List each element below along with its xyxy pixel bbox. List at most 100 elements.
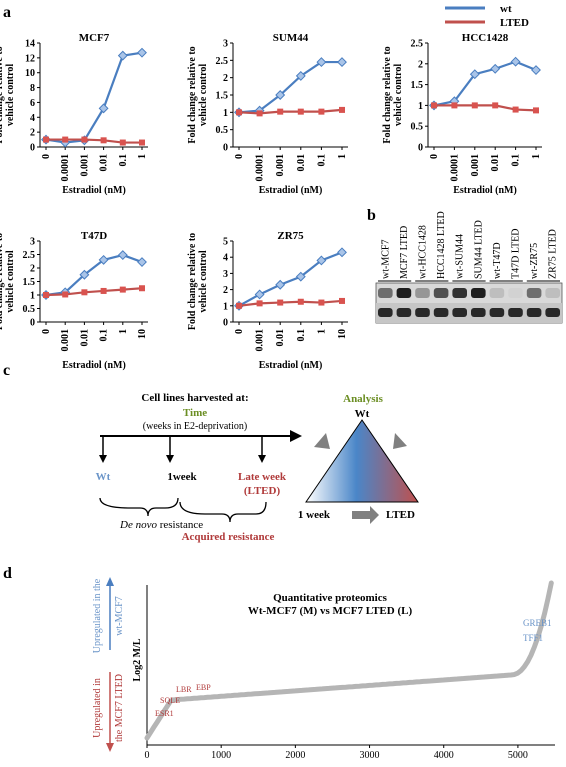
x-tick-label: 0.1: [511, 154, 522, 167]
western-blot: wt-MCF7 MCF7 LTED wt-HCC1428 HCC1428 LTED wt…: [375, 211, 563, 324]
y-axis-label: Log2 M/L: [132, 638, 143, 681]
series-line-wt: [45, 51, 143, 144]
blot-band-top: [378, 288, 393, 298]
down-arrow-head: [106, 743, 114, 752]
blot-lane-label: ZR75 LTED: [548, 229, 559, 279]
data-point-wt: [117, 250, 128, 260]
diagram-time-sub: (weeks in E2-deprivation): [143, 421, 247, 432]
data-point-wt: [98, 254, 109, 265]
chart-zr75: ZR75 0 1 2 3 4 5 0 0.001 0.01 0.1 1 10 Estradiol (nM)…: [187, 230, 348, 371]
y-tick-label: 8: [30, 83, 35, 94]
protein-ranked-curve: [144, 580, 554, 741]
triangle-top-label: Wt: [355, 408, 370, 420]
x-axis-label: Estradiol (nM): [62, 185, 126, 196]
data-point-lted: [119, 286, 126, 293]
x-tick-label: 1: [137, 154, 148, 159]
data-point-wt: [98, 103, 109, 114]
blot-band-top: [452, 288, 467, 298]
triangle-left-label: 1 week: [298, 509, 331, 521]
x-axis-label: Estradiol (nM): [259, 360, 323, 371]
data-point-wt: [295, 70, 306, 81]
series-line-lted: [46, 138, 142, 144]
acquired-brace: [179, 501, 267, 523]
blot-band-top: [415, 288, 430, 298]
side-label-up-2: wt-MCF7: [114, 596, 125, 635]
x-axis-label: Estradiol (nM): [62, 360, 126, 371]
y-tick-label: 0: [30, 143, 35, 154]
x-tick-label: 0: [145, 750, 150, 761]
data-point-wt: [469, 69, 480, 80]
series-line-lted: [238, 108, 343, 115]
y-tick-label: 10: [25, 68, 35, 79]
data-point-lted: [119, 139, 126, 146]
data-point-wt: [531, 65, 541, 75]
stage-late-2: (LTED): [244, 485, 281, 497]
blot-band-loading: [378, 308, 393, 317]
blot-lane-label: SUM44 LTED: [473, 220, 484, 279]
series-line-lted: [45, 287, 143, 297]
data-point-lted: [339, 106, 345, 113]
blot-band-loading: [433, 308, 449, 317]
blot-band-top: [508, 288, 523, 298]
x-tick-label: 0.001: [255, 329, 266, 352]
diagram-header: Cell lines harvested at:: [141, 392, 248, 404]
data-point-lted: [277, 299, 284, 306]
data-point-wt: [117, 50, 128, 61]
data-point-wt: [490, 63, 501, 74]
chart-sum44: SUM44 0 0.5 1 1.5 2 2.5 3 0 0.0001 0.001 0.01 0.1 1 Es…: [187, 32, 348, 196]
y-tick-label: 1: [223, 301, 228, 312]
y-tick-label: 2.5: [23, 250, 36, 261]
annotation-down: SQLE: [160, 696, 180, 705]
data-point-wt: [79, 269, 90, 280]
y-tick-label: 5: [223, 237, 228, 248]
y-tick-label: 4: [223, 253, 228, 264]
blot-lane-label: T47D LTED: [511, 229, 522, 279]
data-point-wt: [316, 57, 327, 68]
side-label-up-1: Upregulated in the: [92, 578, 103, 653]
data-point-lted: [43, 292, 49, 298]
x-axis-label: Estradiol (nM): [453, 185, 517, 196]
x-tick-label: 0.0001: [255, 154, 266, 182]
blot-lane-label: MCF7 LTED: [399, 226, 410, 279]
chart-title: Quantitative proteomics: [273, 592, 387, 604]
x-tick-label: 0.1: [99, 329, 110, 342]
x-tick-label: 0.01: [490, 154, 501, 172]
x-tick-label: 0.1: [296, 329, 307, 342]
chart-title-hcc1428: HCC1428: [462, 32, 509, 44]
data-point-wt: [316, 255, 327, 266]
x-tick-label: 0.01: [296, 154, 307, 172]
data-point-lted: [100, 137, 107, 144]
series-line-wt: [238, 60, 342, 114]
x-tick-label: 1: [337, 154, 348, 159]
y-axis-label-line1: Fold change relative to: [0, 46, 5, 143]
x-tick-label: 5000: [508, 750, 528, 761]
x-tick-label: 2000: [285, 750, 305, 761]
data-point-lted: [471, 102, 478, 109]
data-point-lted: [318, 108, 325, 115]
x-axis-label: Estradiol (nM): [259, 185, 323, 196]
chart-title-sum44: SUM44: [273, 32, 309, 44]
x-tick-label: 0.001: [470, 154, 481, 177]
data-point-wt: [337, 247, 347, 258]
blot-band-loading: [526, 308, 542, 317]
x-tick-label: 1: [531, 154, 542, 159]
data-point-lted: [256, 300, 263, 307]
data-point-wt: [275, 279, 286, 290]
y-tick-label: 0.5: [216, 125, 229, 136]
legend: wt LTED: [445, 3, 529, 29]
blot-lane-label: wt-HCC1428: [418, 225, 429, 279]
data-point-lted: [318, 299, 325, 306]
y-tick-label: 0: [30, 318, 35, 329]
y-axis-label-line1: Fold change relative to: [0, 233, 5, 330]
x-tick-label: 4000: [434, 750, 454, 761]
data-point-wt: [275, 90, 286, 100]
y-tick-label: 2.5: [216, 56, 229, 67]
chart-title-mcf7: MCF7: [79, 32, 110, 44]
y-axis-label-line2: vehicle control: [198, 250, 209, 313]
y-axis-label-line2: vehicle control: [5, 64, 16, 127]
y-tick-label: 1: [30, 291, 35, 302]
data-point-lted: [81, 136, 88, 143]
blot-band-top: [545, 288, 560, 298]
data-point-wt: [337, 57, 347, 68]
